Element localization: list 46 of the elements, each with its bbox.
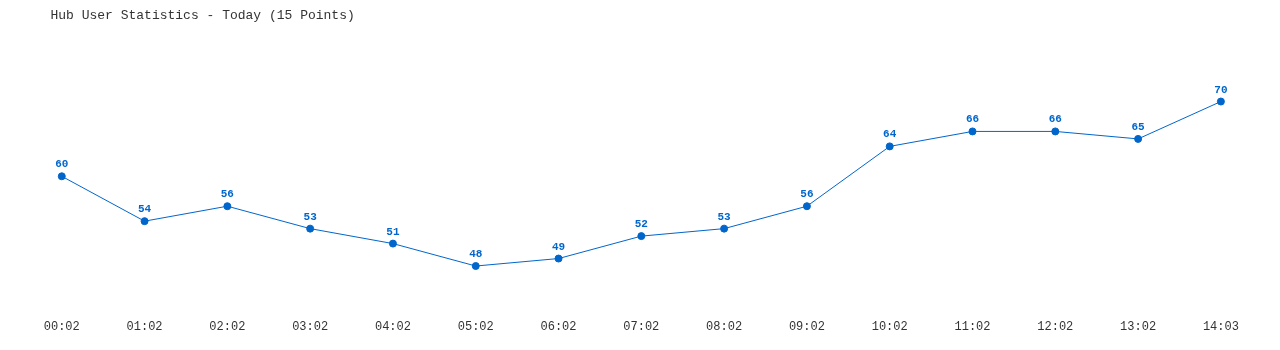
x-tick-label: 09:02 [788,319,825,334]
x-tick-label: 04:02 [374,319,411,334]
point [1216,97,1225,106]
point [306,224,315,233]
data-label: 70 [1214,83,1228,96]
point [802,202,811,211]
point [140,217,149,226]
point [223,202,232,211]
x-tick-label: 11:02 [954,319,991,334]
point [388,239,397,248]
data-label: 56 [220,188,234,201]
x-tick-label: 06:02 [540,319,577,334]
point [1134,134,1143,143]
point [1051,127,1060,136]
x-tick-label: 07:02 [623,319,660,334]
point [637,232,646,241]
x-tick-label: 10:02 [871,319,908,334]
x-tick-label: 14:03 [1202,319,1239,334]
x-tick-label: 12:02 [1037,319,1074,334]
point [720,224,729,233]
data-label: 56 [800,188,814,201]
x-tick-label: 00:02 [43,319,80,334]
data-label: 60 [55,158,69,171]
point [885,142,894,151]
point [968,127,977,136]
data-label: 49 [551,240,566,253]
x-tick-label: 01:02 [126,319,163,334]
data-label: 53 [303,210,318,223]
data-label: 66 [965,113,980,126]
data-label: 54 [137,203,152,216]
point [554,254,563,263]
data-label: 64 [883,128,897,141]
point [57,172,66,181]
x-tick-label: 03:02 [292,319,329,334]
x-tick-label: 05:02 [457,319,494,334]
x-tick-label: 02:02 [209,319,246,334]
data-label: 66 [1048,113,1062,126]
point [471,262,480,271]
data-label: 65 [1131,120,1146,133]
data-label: 48 [469,248,483,261]
x-tick-label: 13:02 [1120,319,1157,334]
chart-title: Hub User Statistics - Today (15 Points) [50,7,355,23]
x-tick-label: 08:02 [706,319,743,334]
data-label: 52 [634,218,648,231]
data-label: 53 [717,210,732,223]
data-label: 51 [386,225,400,238]
